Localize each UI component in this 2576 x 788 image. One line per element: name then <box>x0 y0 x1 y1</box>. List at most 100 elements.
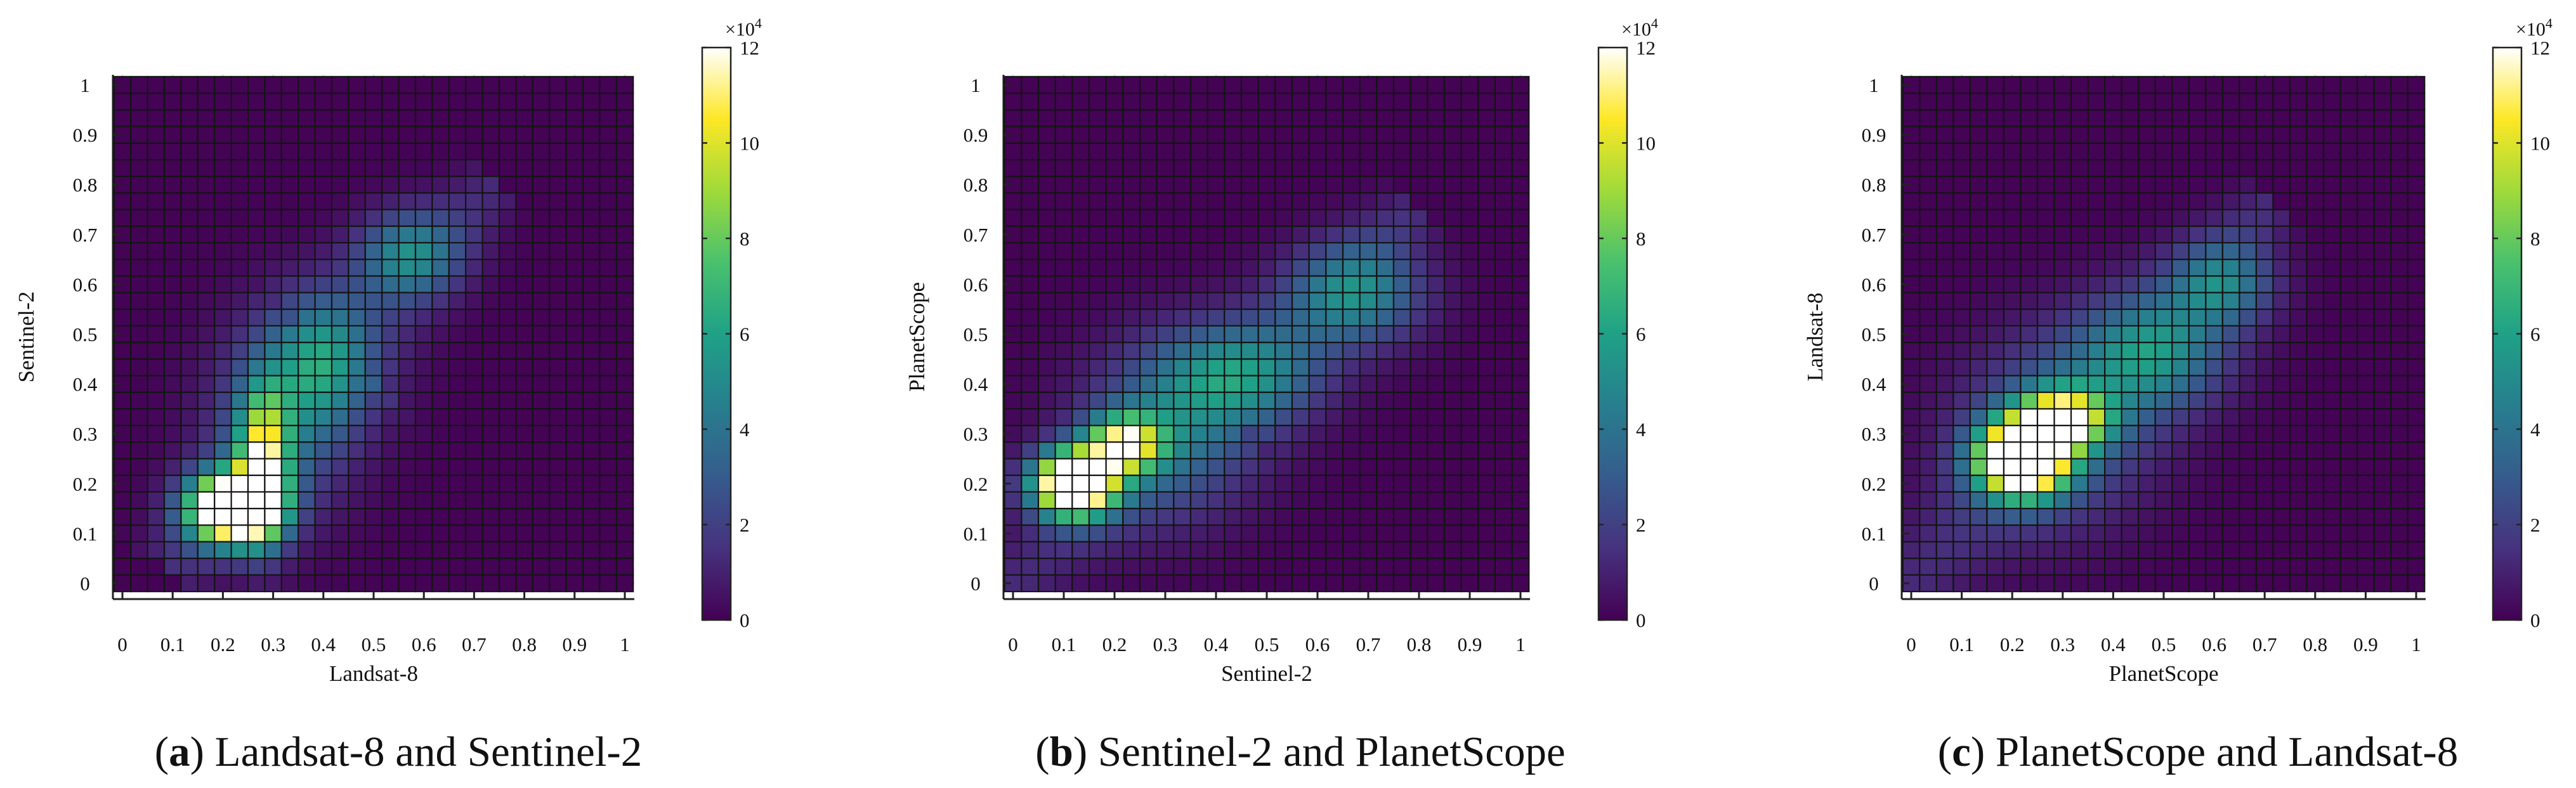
heatmap-cell <box>1037 192 1056 210</box>
heatmap-cell <box>431 192 450 210</box>
heatmap-cell <box>2020 259 2039 277</box>
heatmap-cell <box>1071 474 1090 493</box>
heatmap-cell <box>330 507 350 526</box>
heatmap-cell <box>1240 158 1259 178</box>
heatmap-cell <box>515 524 533 543</box>
heatmap-cell <box>1105 458 1124 476</box>
heatmap-cell <box>498 259 517 277</box>
heatmap-cell <box>2373 259 2392 277</box>
heatmap-cell <box>2104 524 2122 543</box>
heatmap-cell <box>2171 308 2190 327</box>
heatmap-cell <box>1325 375 1344 393</box>
y-tick-label: 0.8 <box>964 174 988 196</box>
heatmap-cell <box>2289 341 2308 360</box>
heatmap-cell <box>1477 541 1496 559</box>
heatmap-cell <box>414 474 433 493</box>
heatmap-cell <box>2003 242 2022 261</box>
heatmap-cell <box>1325 325 1344 344</box>
heatmap-cell <box>2020 574 2039 593</box>
heatmap-cell <box>1206 158 1226 178</box>
heatmap-cell <box>2306 574 2325 593</box>
heatmap-cell <box>2087 93 2106 111</box>
heatmap-cell <box>1376 375 1395 393</box>
heatmap-cell <box>2339 308 2358 327</box>
heatmap-cell <box>1189 242 1208 261</box>
heatmap-cell <box>1952 142 1971 160</box>
heatmap-cell <box>2121 176 2140 194</box>
heatmap-cell <box>2339 574 2358 593</box>
heatmap-cell <box>599 142 617 160</box>
heatmap-cell <box>1477 507 1496 526</box>
heatmap-cell <box>1952 209 1971 227</box>
heatmap-cell <box>2154 259 2173 277</box>
heatmap-cell <box>549 491 567 510</box>
heatmap-cell <box>1004 341 1023 360</box>
heatmap-cell <box>180 524 199 543</box>
y-axis-title: Sentinel-2 <box>14 292 39 383</box>
heatmap-cell <box>515 557 533 576</box>
heatmap-cell <box>2322 259 2341 277</box>
heatmap-cell <box>615 458 634 476</box>
heatmap-cell <box>247 358 266 377</box>
heatmap-cell <box>2373 341 2392 360</box>
heatmap-cell <box>180 474 199 493</box>
heatmap-cell <box>2036 375 2055 393</box>
heatmap-cell <box>1037 341 1056 360</box>
heatmap-cell <box>1969 541 1988 559</box>
x-tick-label: 0.6 <box>1305 633 1330 656</box>
heatmap-cell <box>481 474 500 493</box>
heatmap-cell <box>163 192 182 210</box>
heatmap-cell <box>1935 93 1954 111</box>
heatmap-cell <box>1173 507 1192 526</box>
heatmap-cell <box>1969 441 1988 460</box>
heatmap-cell <box>2306 275 2325 294</box>
heatmap-cell <box>180 142 199 160</box>
heatmap-cell <box>2322 242 2341 261</box>
heatmap-cell <box>2322 375 2341 393</box>
heatmap-cell <box>2154 75 2173 94</box>
heatmap-cell <box>2121 474 2140 493</box>
heatmap-cell <box>414 375 433 393</box>
colorbar-tick-label: 10 <box>740 132 759 155</box>
heatmap-cell <box>1257 391 1276 410</box>
heatmap-cell <box>1427 109 1446 127</box>
heatmap-cell <box>264 391 282 410</box>
heatmap-cell <box>498 375 517 393</box>
heatmap-cell <box>2053 176 2072 194</box>
heatmap-cell <box>1139 507 1158 526</box>
heatmap-cell <box>2272 358 2291 377</box>
heatmap-cell <box>1325 441 1344 460</box>
heatmap-cell <box>2070 192 2089 210</box>
y-tick-label: 0.6 <box>964 273 988 295</box>
heatmap-cell <box>465 93 483 111</box>
heatmap-cell <box>2104 158 2122 178</box>
heatmap-cell <box>1409 491 1429 510</box>
heatmap-cell <box>1139 209 1158 227</box>
heatmap-cell <box>230 259 249 277</box>
colorbar-multiplier-exponent: 4 <box>2546 15 2553 31</box>
heatmap-cell <box>1173 375 1192 393</box>
heatmap-cell <box>1443 341 1462 360</box>
heatmap-cell <box>2306 424 2325 443</box>
heatmap-cell <box>2053 524 2072 543</box>
heatmap-cell <box>1376 225 1395 244</box>
heatmap-cell <box>1139 541 1158 559</box>
heatmap-cell <box>2087 292 2106 310</box>
heatmap-cell <box>2121 574 2140 593</box>
y-tick-label: 0.6 <box>1862 273 1886 295</box>
heatmap-cell <box>2070 176 2089 194</box>
heatmap-cell <box>230 308 249 327</box>
heatmap-cell <box>247 242 266 261</box>
heatmap-cell <box>1274 176 1293 194</box>
heatmap-cell <box>280 192 299 210</box>
heatmap-cell <box>1291 275 1310 294</box>
heatmap-cell <box>1986 458 2005 476</box>
heatmap-cell <box>2306 158 2325 178</box>
heatmap-cell <box>1409 574 1429 593</box>
heatmap-cell <box>1342 259 1361 277</box>
heatmap-cell <box>1122 474 1141 493</box>
heatmap-cell <box>1173 574 1192 593</box>
heatmap-cell <box>2121 93 2140 111</box>
x-tick-label: 0.9 <box>1458 633 1482 656</box>
heatmap-cell <box>163 375 182 393</box>
